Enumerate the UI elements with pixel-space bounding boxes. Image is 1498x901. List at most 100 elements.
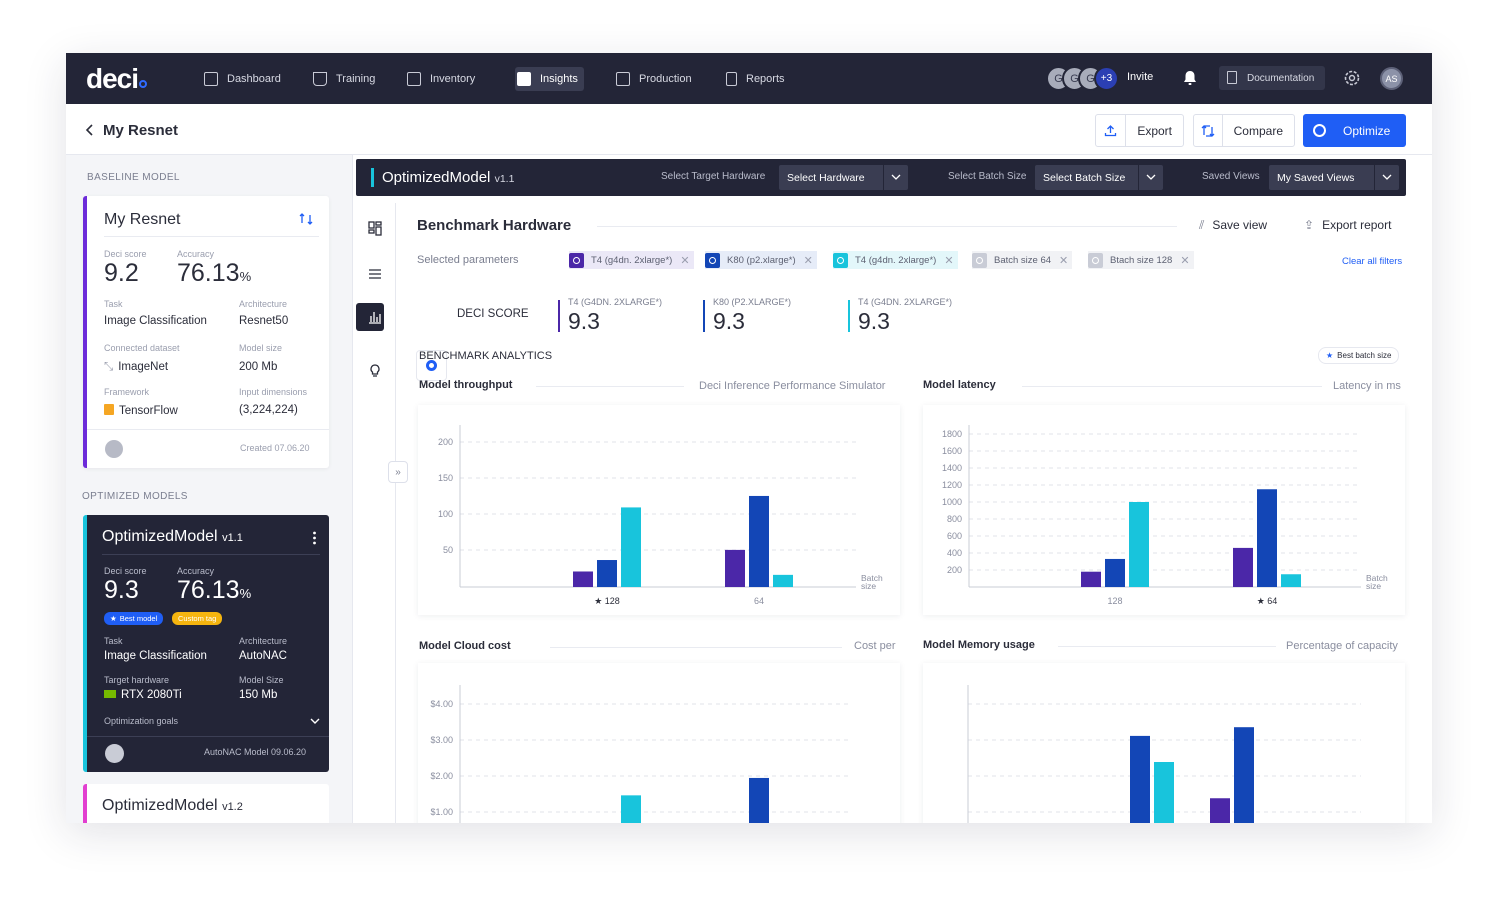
compare-icon[interactable] (299, 212, 313, 226)
chart-bar (773, 574, 793, 587)
close-icon[interactable]: ✕ (1180, 254, 1190, 267)
chart-bar (749, 495, 769, 587)
chart-title: Model Memory usage (923, 639, 1035, 651)
avatar (105, 744, 124, 763)
nav-dashboard[interactable]: Dashboard (204, 67, 281, 91)
invite-link[interactable]: Invite (1127, 71, 1154, 83)
logo[interactable]: deci (86, 63, 148, 95)
nav-training[interactable]: Training (313, 67, 375, 91)
chip-label: K80 (p2.xlarge*) (727, 254, 796, 266)
accuracy-number: 76.13 (177, 259, 240, 287)
y-tick-label: $1.00 (430, 807, 453, 817)
export-button[interactable]: Export (1095, 114, 1184, 147)
inventory-icon (407, 72, 421, 86)
nav-label: Insights (540, 73, 578, 85)
param-chip[interactable]: T4 (g4dn. 2xlarge*) ✕ (833, 251, 958, 269)
dataset-value[interactable]: ⤡ ImageNet (104, 361, 168, 374)
more-menu-icon[interactable] (313, 531, 316, 545)
model-version: v1.2 (222, 801, 243, 813)
documentation-button[interactable]: Documentation (1219, 66, 1325, 90)
back-arrow-icon[interactable] (84, 123, 96, 137)
page-title: My Resnet (103, 122, 179, 139)
chart-bar (573, 571, 593, 587)
batch-select[interactable]: Select Batch Size (1035, 165, 1163, 190)
nav-label: Training (336, 73, 376, 85)
close-icon[interactable]: ✕ (803, 254, 813, 267)
nav-production[interactable]: Production (616, 67, 692, 91)
card-divider (102, 554, 320, 555)
chart-title-rule (1022, 386, 1322, 387)
param-chip[interactable]: T4 (g4dn. 2xlarge*) ✕ (569, 251, 694, 269)
batch-select-label: Select Batch Size (948, 171, 1027, 182)
reports-icon (726, 72, 737, 86)
optimized-model-card[interactable]: OptimizedModel v1.1 Deci score 9.3 Accur… (83, 515, 329, 772)
documentation-label: Documentation (1247, 72, 1315, 84)
baseline-model-card[interactable]: My Resnet Deci score 9.2 Accuracy 76.13%… (83, 196, 329, 468)
chart-bar (1233, 547, 1253, 587)
chevron-down-icon (883, 165, 908, 190)
gear-icon[interactable] (1342, 68, 1362, 88)
close-icon[interactable]: ✕ (944, 254, 954, 267)
chart-bar (1281, 574, 1301, 587)
param-chip[interactable]: Batch size 64 ✕ (972, 251, 1073, 269)
size-value: 150 Mb (239, 689, 278, 701)
y-tick-label: $2.00 (430, 771, 453, 781)
bell-icon[interactable] (1181, 69, 1199, 87)
best-batch-label: Best batch size (1337, 351, 1392, 360)
saved-views-select[interactable]: My Saved Views (1269, 165, 1399, 190)
chart-title: Model throughput (419, 379, 513, 391)
chip-icon (972, 252, 987, 268)
dims-value: (3,224,224) (239, 404, 298, 416)
optimized-model-card-2[interactable]: OptimizedModel v1.2 (83, 784, 329, 823)
x-tick-label: ★ 64 (1257, 596, 1278, 606)
bar-chart-icon (369, 312, 381, 324)
clear-filters-link[interactable]: Clear all filters (1342, 256, 1403, 267)
list-view-icon[interactable] (367, 266, 383, 282)
model-name-text: OptimizedModel (102, 528, 218, 545)
export-report-button[interactable]: ⇪ Export report (1304, 218, 1391, 232)
chart-subtitle: Latency in ms (1333, 380, 1401, 392)
nav-insights[interactable]: Insights (515, 67, 584, 91)
upload-icon: ⇪ (1304, 218, 1315, 232)
chart-title-rule (1058, 646, 1276, 647)
optimization-goals-toggle[interactable]: Optimization goals (104, 716, 179, 726)
avatar (105, 440, 123, 458)
size-label: Model size (239, 343, 283, 353)
close-icon[interactable]: ✕ (680, 254, 690, 267)
y-tick-label: 800 (947, 514, 962, 524)
chart-bar (725, 549, 745, 587)
param-chip[interactable]: K80 (p2.xlarge*) ✕ (705, 251, 817, 269)
chart-title-rule (536, 386, 684, 387)
param-chip[interactable]: Btach size 128 ✕ (1088, 251, 1194, 269)
export-report-label: Export report (1322, 218, 1392, 232)
architecture-label: Architecture (239, 636, 288, 646)
compare-button[interactable]: Compare (1193, 114, 1295, 147)
logo-text: deci (86, 63, 139, 94)
task-label: Task (104, 299, 123, 309)
y-tick-label: 1800 (942, 429, 962, 439)
chip-label: Btach size 128 (1110, 254, 1173, 266)
score-hw-label: T4 (G4DN. 2XLARGE*) (568, 297, 663, 307)
score-color-bar (848, 300, 850, 332)
cloud-cost-chart: $4.00 $3.00 $2.00 $1.00 (418, 663, 900, 823)
cloud-cost-chart-svg: $4.00 $3.00 $2.00 $1.00 (430, 685, 850, 823)
accuracy-label: Accuracy (177, 249, 215, 259)
lightbulb-icon[interactable] (367, 363, 383, 379)
dataset-label: Connected dataset (104, 343, 180, 353)
optimize-button[interactable]: Optimize (1303, 114, 1406, 147)
chart-view-active[interactable] (356, 303, 384, 331)
grid-view-icon[interactable] (367, 221, 383, 237)
chevron-down-icon[interactable] (310, 718, 320, 725)
collapse-sidebar-button[interactable]: » (388, 461, 408, 483)
nav-inventory[interactable]: Inventory (407, 67, 475, 91)
close-icon[interactable]: ✕ (1059, 254, 1069, 267)
hardware-select[interactable]: Select Hardware (779, 165, 908, 190)
user-avatar[interactable]: AS (1380, 67, 1403, 90)
chart-bar (621, 795, 641, 823)
team-avatars[interactable]: G G G +3 (1046, 66, 1119, 91)
save-view-button[interactable]: ⫽ Save view (1199, 218, 1267, 233)
architecture-label: Architecture (239, 299, 288, 309)
score-label: Deci score (104, 249, 147, 259)
nav-reports[interactable]: Reports (726, 67, 785, 91)
y-tick-label: 200 (947, 565, 962, 575)
